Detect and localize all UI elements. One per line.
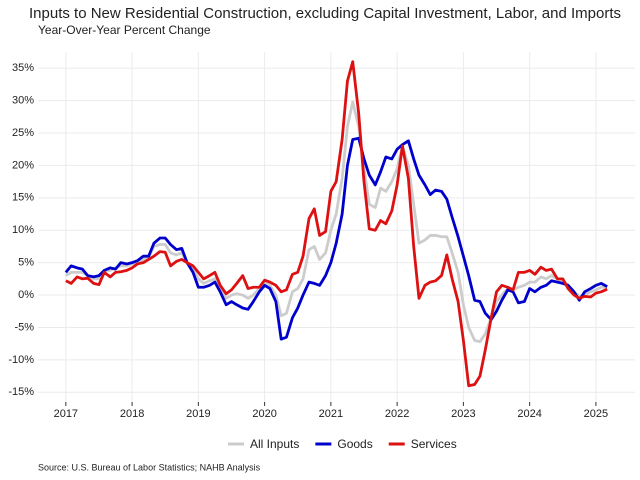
y-tick-label: 10% bbox=[12, 224, 34, 236]
x-tick-label: 2021 bbox=[319, 408, 343, 420]
legend-label: All Inputs bbox=[250, 437, 299, 451]
y-tick-label: 30% bbox=[12, 95, 34, 107]
series-line bbox=[64, 136, 608, 341]
y-tick-label: 0% bbox=[18, 289, 34, 301]
chart-title: Inputs to New Residential Construction, … bbox=[29, 5, 621, 22]
source-note: Source: U.S. Bureau of Labor Statistics;… bbox=[38, 462, 261, 472]
legend-label: Goods bbox=[337, 437, 372, 451]
x-tick-label: 2017 bbox=[54, 408, 78, 420]
y-tick-label: -15% bbox=[8, 386, 34, 398]
series-line bbox=[65, 60, 608, 388]
plot-area bbox=[38, 52, 635, 402]
x-tick-label: 2018 bbox=[120, 408, 144, 420]
y-tick-label: -10% bbox=[8, 354, 34, 366]
y-tick-label: 15% bbox=[12, 192, 34, 204]
legend-label: Services bbox=[411, 437, 457, 451]
x-tick-label: 2019 bbox=[186, 408, 210, 420]
y-tick-label: -5% bbox=[14, 321, 34, 333]
x-tick-label: 2020 bbox=[252, 408, 276, 420]
y-tick-label: 5% bbox=[18, 257, 34, 269]
y-tick-label: 25% bbox=[12, 127, 34, 139]
x-tick-label: 2025 bbox=[584, 408, 608, 420]
series-line bbox=[65, 100, 608, 344]
y-tick-label: 20% bbox=[12, 159, 34, 171]
x-tick-label: 2022 bbox=[385, 408, 409, 420]
chart-subtitle: Year-Over-Year Percent Change bbox=[38, 23, 211, 37]
y-tick-label: 35% bbox=[12, 62, 34, 74]
x-tick-label: 2023 bbox=[451, 408, 475, 420]
x-tick-label: 2024 bbox=[517, 408, 541, 420]
